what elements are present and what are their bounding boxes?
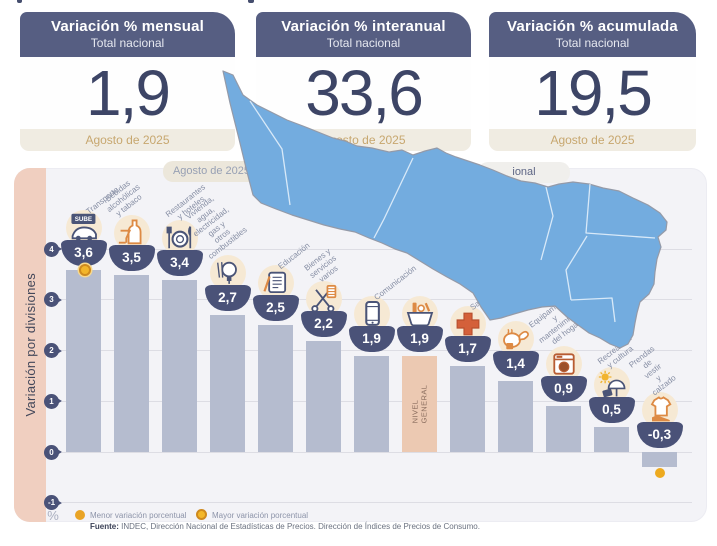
card-body: 1,9 bbox=[20, 57, 235, 129]
card-monthly-variation: Variación % mensual Total nacional 1,9 A… bbox=[20, 12, 235, 151]
card-title: Variación % acumulada bbox=[507, 18, 678, 35]
source-label: Fuente: bbox=[90, 522, 119, 531]
source-note: Fuente: INDEC, Dirección Nacional de Est… bbox=[90, 522, 480, 531]
percent-unit-label: % bbox=[47, 508, 59, 523]
card-yearly-variation: Variación % interanual Total nacional 33… bbox=[256, 12, 471, 151]
yearly-variation-value: 33,6 bbox=[305, 57, 424, 129]
card-header: Variación % acumulada Total nacional bbox=[489, 12, 696, 57]
period-pill: Agosto de 2025 bbox=[163, 161, 260, 182]
accumulated-variation-value: 19,5 bbox=[534, 57, 653, 129]
card-title: Variación % interanual bbox=[281, 18, 446, 35]
card-header: Variación % interanual Total nacional bbox=[256, 12, 471, 57]
card-period: Agosto de 2025 bbox=[489, 129, 696, 151]
card-subtitle: Total nacional bbox=[326, 36, 401, 50]
menor-variation-label: Menor variación porcentual bbox=[90, 511, 187, 520]
mayor-variation-label: Mayor variación porcentual bbox=[212, 511, 309, 520]
cropped-text-fragment bbox=[17, 0, 22, 3]
map-region-shape bbox=[222, 70, 668, 349]
card-title: Variación % mensual bbox=[50, 18, 205, 35]
card-body: 33,6 bbox=[256, 57, 471, 129]
source-text: INDEC, Dirección Nacional de Estadística… bbox=[118, 522, 480, 531]
chart-axis-strip: Variación por divisiones bbox=[14, 168, 46, 522]
cropped-text-fragment bbox=[248, 0, 254, 3]
card-subtitle: Total nacional bbox=[90, 36, 165, 50]
card-body: 19,5 bbox=[489, 57, 696, 129]
card-subtitle: Total nacional bbox=[555, 36, 630, 50]
monthly-variation-value: 1,9 bbox=[86, 57, 171, 129]
card-header: Variación % mensual Total nacional bbox=[20, 12, 235, 57]
map-province-borders bbox=[249, 100, 656, 323]
card-accumulated-variation: Variación % acumulada Total nacional 19,… bbox=[489, 12, 696, 151]
mayor-variation-dot-icon bbox=[196, 509, 207, 520]
menor-variation-dot-icon bbox=[75, 510, 85, 520]
card-period: Agosto de 2025 bbox=[20, 129, 235, 151]
